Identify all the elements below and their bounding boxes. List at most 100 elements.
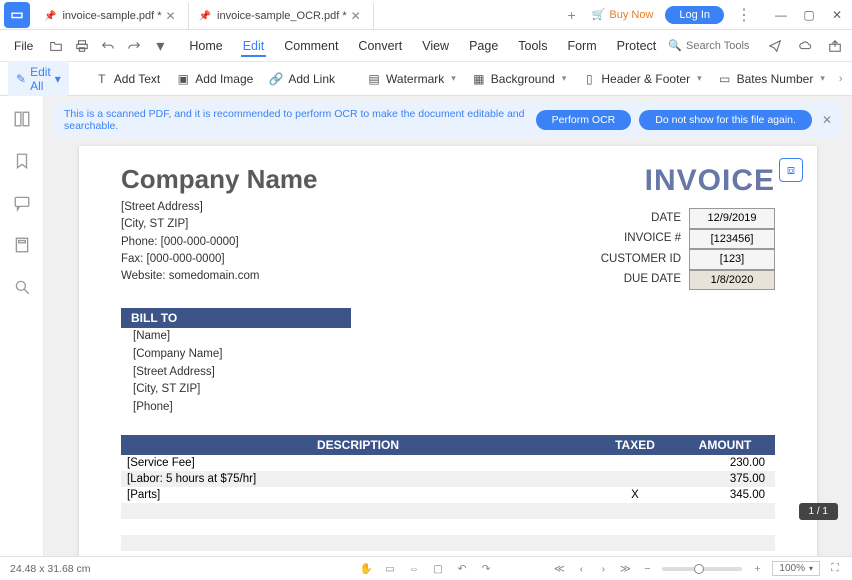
company-fax: Fax: [000-000-0000] xyxy=(121,251,318,268)
search-tools[interactable]: 🔍 xyxy=(668,39,756,52)
page-counter: 1 / 1 xyxy=(799,503,838,520)
add-text-button[interactable]: TAdd Text xyxy=(89,68,166,90)
fit-page-icon[interactable]: ▢ xyxy=(431,562,445,576)
menu-convert[interactable]: Convert xyxy=(356,35,404,57)
send-icon[interactable] xyxy=(764,35,786,57)
toolbar-overflow-icon[interactable]: › xyxy=(835,73,847,85)
comment-icon[interactable] xyxy=(13,194,31,212)
undo-icon[interactable] xyxy=(97,35,119,57)
add-link-button[interactable]: 🔗Add Link xyxy=(263,68,341,90)
hand-tool-icon[interactable]: ✋ xyxy=(359,562,373,576)
titlebar: ▭ 📌invoice-sample.pdf *✕📌invoice-sample_… xyxy=(0,0,852,30)
new-tab-button[interactable]: + xyxy=(557,7,585,23)
redo-icon[interactable] xyxy=(123,35,145,57)
billto-line: [Company Name] xyxy=(121,346,775,364)
file-menu[interactable]: File xyxy=(6,35,41,57)
dont-show-ocr-button[interactable]: Do not show for this file again. xyxy=(639,110,812,130)
item-desc xyxy=(121,519,595,535)
pin-icon: 📌 xyxy=(44,11,56,22)
bookmark-icon[interactable] xyxy=(13,152,31,170)
company-name: Company Name xyxy=(121,164,318,195)
close-window-button[interactable]: ✕ xyxy=(828,6,846,24)
zoom-in-icon[interactable]: + xyxy=(750,562,764,576)
maximize-button[interactable]: ▢ xyxy=(800,6,818,24)
open-icon[interactable] xyxy=(45,35,67,57)
quick-dropdown-icon[interactable]: ▾ xyxy=(149,35,171,57)
rotate-right-icon[interactable]: ↷ xyxy=(479,562,493,576)
header-footer-icon: ▯ xyxy=(582,72,596,86)
tab-label: invoice-sample.pdf * xyxy=(62,10,161,22)
item-desc xyxy=(121,535,595,551)
add-image-button[interactable]: ▣Add Image xyxy=(170,68,259,90)
zoom-slider[interactable] xyxy=(662,567,742,571)
next-page-icon[interactable]: › xyxy=(596,562,610,576)
minimize-button[interactable]: — xyxy=(772,6,790,24)
first-page-icon[interactable]: ≪ xyxy=(552,562,566,576)
prev-page-icon[interactable]: ‹ xyxy=(574,562,588,576)
meta-custid: [123] xyxy=(689,249,775,270)
perform-ocr-button[interactable]: Perform OCR xyxy=(536,110,632,130)
cloud-icon[interactable] xyxy=(794,35,816,57)
menu-view[interactable]: View xyxy=(420,35,451,57)
app-icon[interactable]: ▭ xyxy=(4,2,30,28)
header-footer-button[interactable]: ▯Header & Footer▾ xyxy=(576,68,707,90)
menu-edit[interactable]: Edit xyxy=(241,35,267,57)
menu-tools[interactable]: Tools xyxy=(516,35,549,57)
share-icon[interactable] xyxy=(824,35,846,57)
print-icon[interactable] xyxy=(71,35,93,57)
buy-now-link[interactable]: 🛒Buy Now xyxy=(586,6,660,23)
bates-number-button[interactable]: ▭Bates Number▾ xyxy=(712,68,831,90)
page-dimensions: 24.48 x 31.68 cm xyxy=(10,563,91,575)
text-icon: T xyxy=(95,72,109,86)
more-menu-icon[interactable]: ⋮ xyxy=(730,5,758,25)
col-amount: AMOUNT xyxy=(675,435,775,455)
fullscreen-icon[interactable]: ⛶ xyxy=(828,562,842,576)
menubar: File ▾ Home Edit Comment Convert View Page Too… xyxy=(0,30,852,62)
scan-badge-icon[interactable]: ⧈ xyxy=(779,158,803,182)
item-taxed xyxy=(595,519,675,535)
close-tab-icon[interactable]: ✕ xyxy=(347,9,365,23)
item-amount xyxy=(675,535,775,551)
last-page-icon[interactable]: ≫ xyxy=(618,562,632,576)
item-row xyxy=(121,535,775,551)
dismiss-ocr-icon[interactable]: ✕ xyxy=(822,113,832,127)
rotate-left-icon[interactable]: ↶ xyxy=(455,562,469,576)
item-amount xyxy=(675,519,775,535)
item-desc: [Parts] xyxy=(121,487,595,503)
select-tool-icon[interactable]: ▭ xyxy=(383,562,397,576)
close-tab-icon[interactable]: ✕ xyxy=(162,9,180,23)
search-panel-icon[interactable] xyxy=(13,278,31,296)
item-row xyxy=(121,519,775,535)
bates-icon: ▭ xyxy=(718,72,732,86)
menu-page[interactable]: Page xyxy=(467,35,500,57)
pin-icon: 📌 xyxy=(199,11,211,22)
search-tools-input[interactable] xyxy=(686,40,756,52)
pdf-page[interactable]: ⧈ Company Name [Street Address] [City, S… xyxy=(79,146,817,556)
menu-form[interactable]: Form xyxy=(565,35,598,57)
ocr-message: This is a scanned PDF, and it is recomme… xyxy=(64,108,528,132)
meta-date: 12/9/2019 xyxy=(689,208,775,229)
zoom-out-icon[interactable]: − xyxy=(640,562,654,576)
thumbnails-icon[interactable] xyxy=(13,110,31,128)
watermark-icon: ▤ xyxy=(367,72,381,86)
zoom-value[interactable]: 100%▾ xyxy=(772,561,820,576)
item-taxed xyxy=(595,455,675,471)
menu-comment[interactable]: Comment xyxy=(282,35,340,57)
item-desc xyxy=(121,551,595,556)
fit-width-icon[interactable]: ⇔ xyxy=(407,562,421,576)
menu-protect[interactable]: Protect xyxy=(615,35,659,57)
statusbar: 24.48 x 31.68 cm ✋ ▭ ⇔ ▢ ↶ ↷ ≪ ‹ › ≫ − +… xyxy=(0,556,852,580)
document-tab[interactable]: 📌invoice-sample_OCR.pdf *✕ xyxy=(189,3,374,29)
attachment-icon[interactable] xyxy=(13,236,31,254)
watermark-button[interactable]: ▤Watermark▾ xyxy=(361,68,462,90)
background-button[interactable]: ▦Background▾ xyxy=(466,68,573,90)
login-button[interactable]: Log In xyxy=(665,6,724,24)
item-row xyxy=(121,503,775,519)
canvas-area: This is a scanned PDF, and it is recomme… xyxy=(44,96,852,556)
edit-all-button[interactable]: ✎Edit All▾ xyxy=(8,61,69,97)
menu-home[interactable]: Home xyxy=(187,35,224,57)
document-tab[interactable]: 📌 invoice-sample.pdf *✕ xyxy=(34,3,189,29)
item-taxed xyxy=(595,535,675,551)
item-row xyxy=(121,551,775,556)
meta-invno: [123456] xyxy=(689,229,775,250)
